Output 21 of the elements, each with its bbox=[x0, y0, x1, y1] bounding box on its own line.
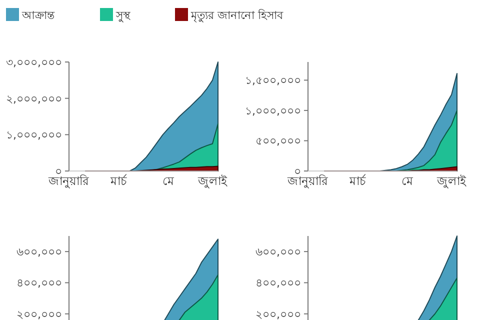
y-tick-label: ২,০০০,০০০ bbox=[6, 92, 62, 106]
y-tick-label: ৩,০০০,০০০ bbox=[6, 56, 62, 69]
y-tick-label: ৬০০,০০০ bbox=[16, 246, 62, 259]
x-tick-label: জুলাই bbox=[196, 174, 228, 189]
x-tick-label: মে bbox=[162, 174, 174, 188]
y-tick-label: ২০০,০০০ bbox=[16, 308, 62, 320]
y-tick-label: ২০০,০০০ bbox=[256, 308, 301, 320]
legend-label: মৃত্যুর জানানো হিসাব bbox=[190, 9, 284, 22]
x-tick-label: মার্চ bbox=[348, 174, 367, 188]
legend-label: সুস্থ bbox=[115, 9, 131, 22]
x-tick-label: জুলাই bbox=[436, 174, 467, 189]
y-tick-label: ১,০০০,০০০ bbox=[245, 104, 301, 118]
x-tick-label: মার্চ bbox=[110, 174, 128, 188]
y-tick-label: ৪০০,০০০ bbox=[16, 276, 62, 290]
y-tick-label: ৪০০,০০০ bbox=[256, 276, 301, 290]
y-tick-label: ৬০০,০০০ bbox=[256, 246, 301, 259]
legend-label: আক্রান্ত bbox=[21, 9, 55, 22]
x-tick-label: মে bbox=[401, 174, 414, 188]
y-tick-label: ১,০০০,০০০ bbox=[6, 128, 62, 142]
y-tick-label: ১,৫০০,০০০ bbox=[245, 74, 301, 88]
y-tick-label: ৫০০,০০০ bbox=[256, 134, 301, 148]
